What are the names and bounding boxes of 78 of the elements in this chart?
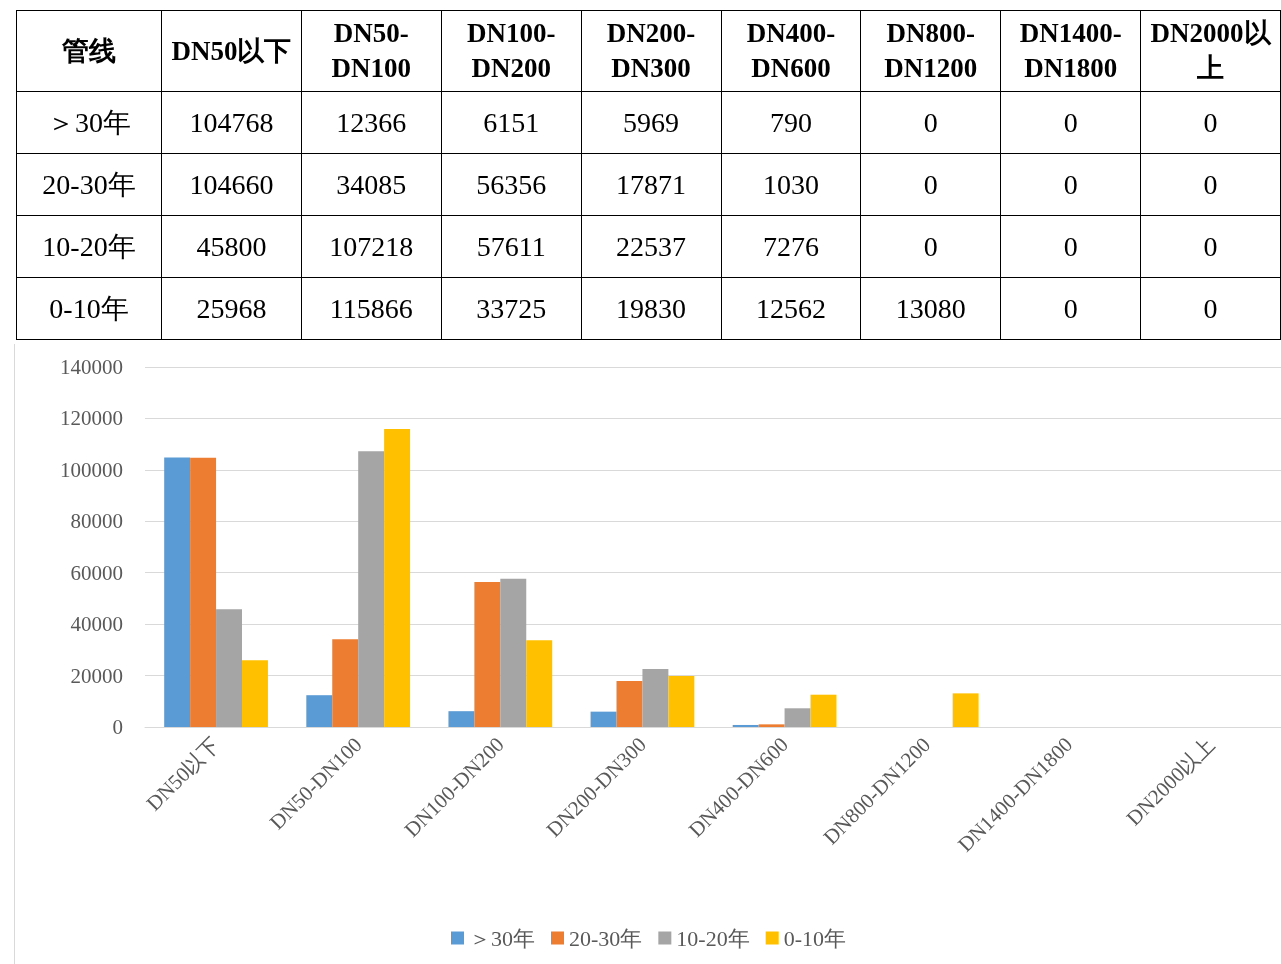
data-label: 0 [860,215,1001,278]
bar [306,695,333,727]
data-label: 0 [1000,153,1141,216]
category-label: DN800-DN1200 [884,18,978,83]
data-label: 19830 [581,277,721,340]
data-label: 1030 [721,153,861,216]
category-label: DN1400-DN1800 [1019,18,1122,83]
bar [474,582,501,727]
category-label: DN200-DN300 [606,18,696,83]
bar [216,609,242,727]
data-label: 104660 [161,153,302,216]
bar [190,457,217,727]
legend-label: 0-10年 [783,925,846,951]
data-label: 107218 [301,215,442,278]
data-label: 0 [1000,91,1141,154]
bar [500,578,527,727]
category-label: DN50-DN100 [331,18,412,83]
text: 0-10年 [49,292,129,324]
bar [358,451,385,727]
category-label: DN50以下 [171,35,292,66]
data-label: 57611 [441,215,582,278]
data-label: 0 [1000,215,1141,278]
category-label: DN100-DN200 [466,18,556,83]
data-label: 7276 [721,215,861,278]
text: ＞30年 [47,106,131,138]
data-label: 0 [1140,277,1281,340]
legend-label: 10-20年 [676,925,750,951]
y-tick-label: 60000 [70,560,123,585]
data-label: 0 [1140,215,1281,278]
text: 20-30年 [42,168,136,200]
data-label: 17871 [581,153,721,216]
bar [642,669,669,727]
bar [332,639,359,727]
y-tick-label: 0 [112,715,123,739]
data-label: 22537 [581,215,721,278]
bar [526,640,553,727]
bar [242,660,268,727]
data-label: 56356 [441,153,582,216]
legend-label: ＞30年 [469,925,536,951]
data-label: 0 [1000,277,1141,340]
bar [668,676,695,727]
data-label: 0 [1140,91,1281,154]
y-tick-label: 120000 [60,406,123,431]
data-label: 12366 [301,91,442,154]
data-label: 104768 [161,91,302,154]
bar [784,708,811,727]
bar [732,724,759,727]
data-label: 12562 [721,277,861,340]
data-label: 0 [860,153,1001,216]
data-label: 0 [860,91,1001,154]
data-label: 115866 [301,277,442,340]
category-label: DN2000以上 [1150,18,1271,83]
text: 管线 [16,10,162,92]
y-tick-label: 80000 [70,509,123,534]
legend-label: 20-30年 [569,925,643,951]
data-label: 6151 [441,91,582,154]
data-label: 790 [721,91,861,154]
data-label: 45800 [161,215,302,278]
y-tick-label: 40000 [70,612,123,637]
y-tick-label: 100000 [60,457,123,482]
bar [616,681,643,727]
y-tick-label: 20000 [70,663,123,688]
data-label: 34085 [301,153,442,216]
data-label: 33725 [441,277,582,340]
bar [384,429,411,727]
data-label: 0 [1140,153,1281,216]
bar [810,694,837,727]
text: 10-20年 [42,230,136,262]
y-tick-label: 140000 [60,355,123,379]
bar [590,711,617,727]
bar [758,724,785,727]
data-label: 25968 [161,277,302,340]
category-label: DN400-DN600 [746,18,836,83]
data-label: 5969 [581,91,721,154]
bar [952,693,979,727]
bar [164,457,191,727]
bar [448,711,475,727]
data-label: 13080 [860,277,1001,340]
